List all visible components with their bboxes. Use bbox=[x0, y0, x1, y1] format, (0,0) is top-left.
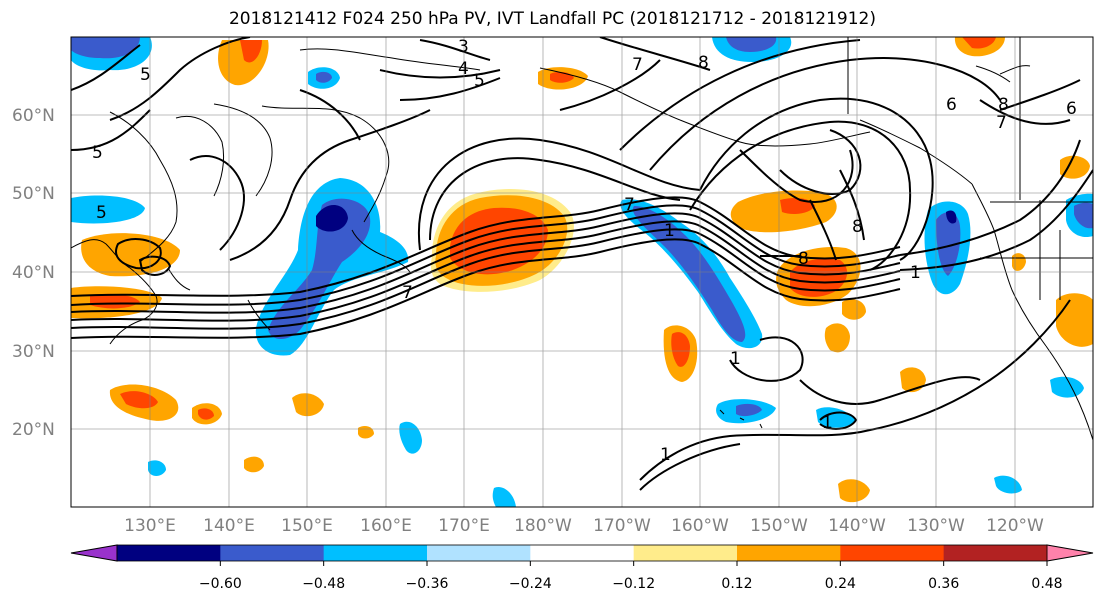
contour-label: 1 bbox=[822, 413, 833, 433]
colorbar-tick-label: 0.36 bbox=[928, 576, 959, 592]
lon-label: 140°W bbox=[828, 516, 886, 536]
lon-label: 140°E bbox=[203, 516, 255, 536]
colorbar-segment bbox=[427, 545, 531, 561]
colorbar-tick-label: 0.12 bbox=[721, 576, 752, 592]
colorbar-tick-label: −0.48 bbox=[302, 576, 345, 592]
lat-label: 30°N bbox=[12, 342, 55, 362]
contour-label: 1 bbox=[664, 221, 675, 241]
plot-title: 2018121412 F024 250 hPa PV, IVT Landfall… bbox=[228, 9, 876, 29]
contour-label: 7 bbox=[632, 55, 643, 75]
lon-label: 130°E bbox=[124, 516, 176, 536]
graticule bbox=[71, 37, 1093, 507]
lat-label: 20°N bbox=[12, 420, 55, 440]
contour-labels: 5 4 5 5 5 3 7 7 8 8 1 1 1 1 6 7 8 6 8 7 … bbox=[92, 37, 1077, 465]
contour-label: 5 bbox=[96, 203, 107, 223]
lon-label: 180°W bbox=[514, 516, 572, 536]
lon-label: 160°E bbox=[360, 516, 412, 536]
contour-label: 6 bbox=[1066, 99, 1077, 119]
lat-label: 40°N bbox=[12, 263, 55, 283]
contour-label: 8 bbox=[852, 217, 863, 237]
contour-label: 6 bbox=[946, 95, 957, 115]
colorbar-extend-high bbox=[1046, 544, 1094, 562]
lat-label: 50°N bbox=[12, 184, 55, 204]
lat-label: 60°N bbox=[12, 106, 55, 126]
colorbar-segment bbox=[943, 545, 1048, 561]
colorbar-segment bbox=[633, 545, 738, 561]
colorbar-segment bbox=[323, 545, 428, 561]
colorbar-tick-label: −0.12 bbox=[612, 576, 655, 592]
colorbar-tick-label: −0.36 bbox=[406, 576, 449, 592]
colorbar-tick-label: −0.60 bbox=[199, 576, 242, 592]
contour-label: 7 bbox=[996, 113, 1007, 133]
lon-label: 120°W bbox=[986, 516, 1044, 536]
colorbar-tick-label: 0.24 bbox=[825, 576, 856, 592]
contour-label: 5 bbox=[92, 143, 103, 163]
contour-label: 8 bbox=[798, 249, 809, 269]
colorbar-segment bbox=[737, 545, 841, 561]
coastlines bbox=[71, 37, 1093, 441]
colorbar-segment bbox=[220, 545, 325, 561]
contour-label: 8 bbox=[698, 53, 709, 73]
contour-label: 8 bbox=[998, 95, 1009, 115]
lon-label: 150°E bbox=[281, 516, 333, 536]
latitude-labels: 60°N 50°N 40°N 30°N 20°N bbox=[12, 106, 55, 440]
lon-label: 170°W bbox=[593, 516, 651, 536]
contour-label: 7 bbox=[402, 283, 413, 303]
colorbar-segment bbox=[840, 545, 945, 561]
lon-label: 170°E bbox=[438, 516, 490, 536]
contour-label: 5 bbox=[474, 71, 485, 91]
contour-label: 3 bbox=[458, 37, 469, 57]
contour-label: 1 bbox=[660, 445, 671, 465]
contour-label: 5 bbox=[140, 65, 151, 85]
longitude-labels: 130°E 140°E 150°E 160°E 170°E 180°W 170°… bbox=[124, 516, 1044, 536]
lon-label: 160°W bbox=[671, 516, 729, 536]
colorbar-tick-label: 0.48 bbox=[1031, 576, 1062, 592]
contour-label: 1 bbox=[910, 263, 921, 283]
contour-label: 7 bbox=[624, 195, 635, 215]
contour-label: 1 bbox=[730, 349, 741, 369]
map-frame bbox=[70, 36, 1094, 508]
colorbar-segment bbox=[530, 545, 635, 561]
lon-label: 130°W bbox=[907, 516, 965, 536]
contour-label: 4 bbox=[458, 59, 469, 79]
colorbar: −0.60 −0.48 −0.36 −0.24 −0.12 0.12 0.24 0.36 0.4… bbox=[70, 544, 1094, 592]
lon-label: 150°W bbox=[750, 516, 808, 536]
colorbar-extend-low bbox=[70, 544, 118, 562]
colorbar-tick-label: −0.24 bbox=[509, 576, 552, 592]
colorbar-segment bbox=[117, 545, 221, 561]
